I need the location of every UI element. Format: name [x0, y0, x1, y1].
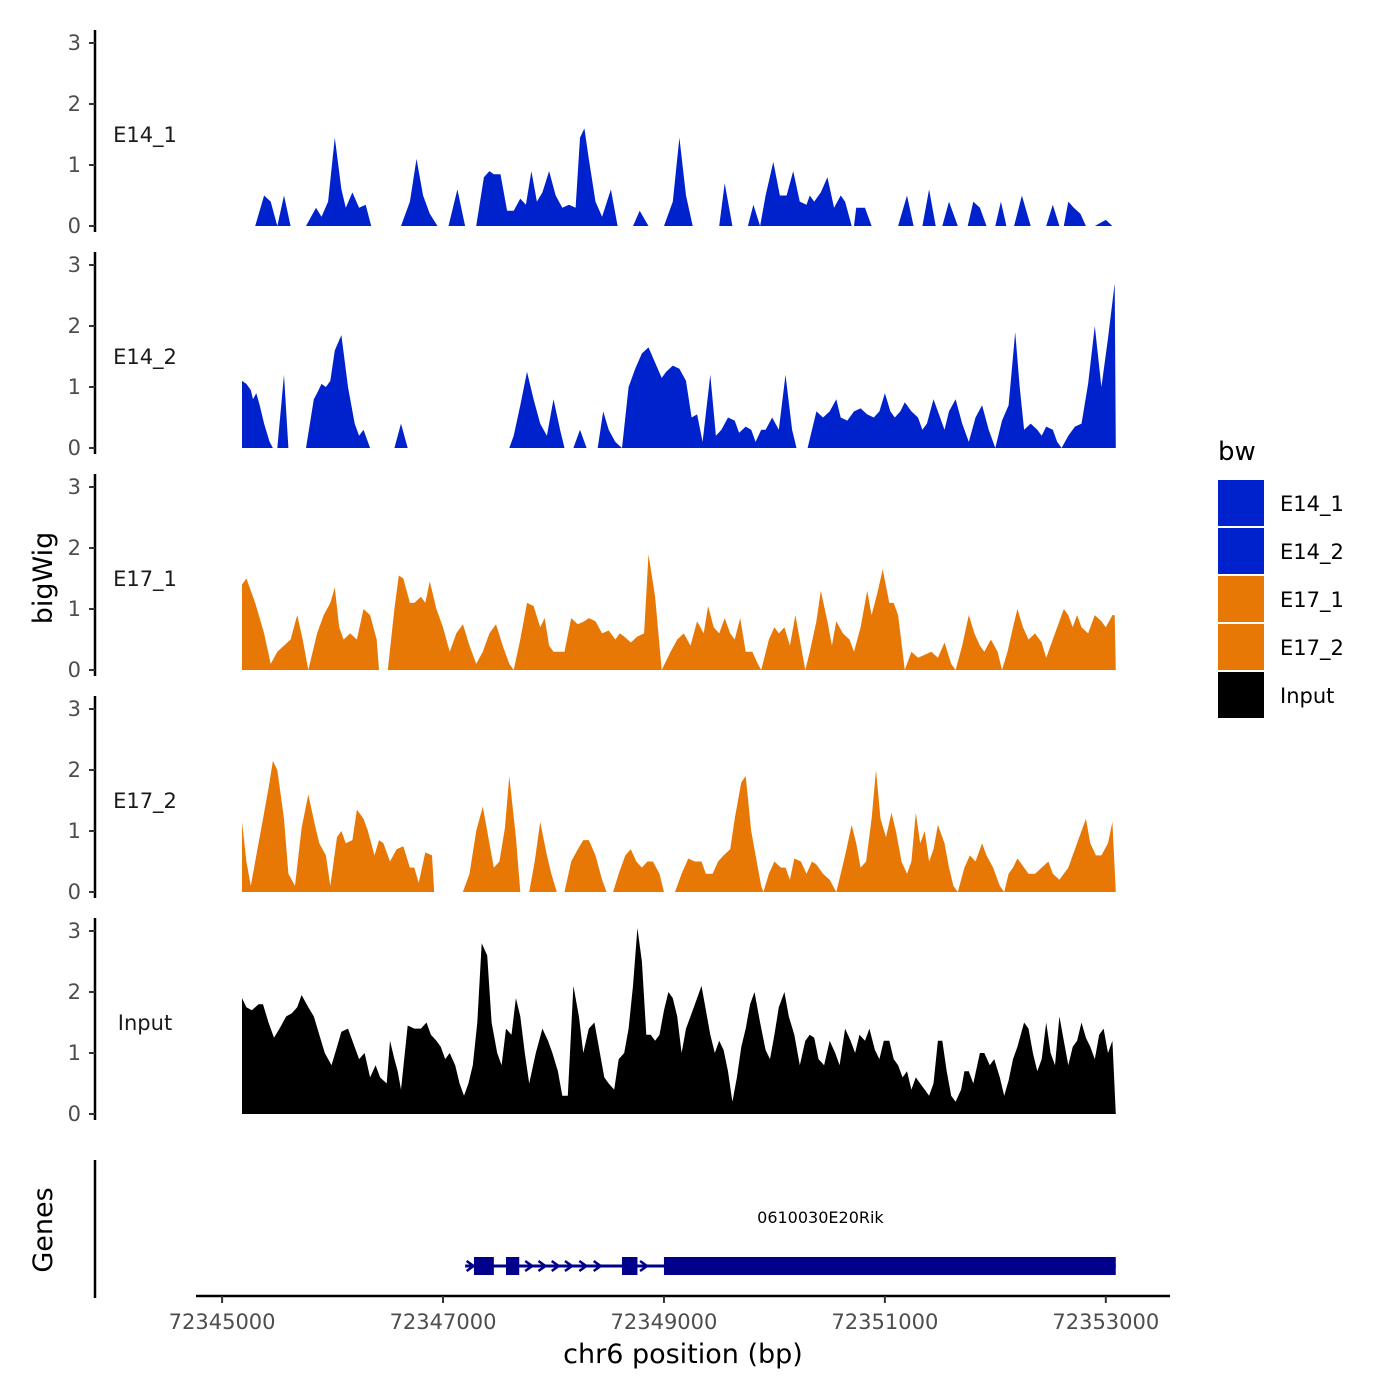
strand-arrow-icon — [465, 1259, 476, 1273]
signal-area-E17_2 — [242, 760, 1116, 892]
track-label-E14_1: E14_1 — [113, 123, 177, 148]
track-label-E17_1: E17_1 — [113, 567, 177, 592]
y-tick-label: 0 — [68, 214, 81, 238]
y-tick-label: 1 — [68, 1041, 81, 1065]
strand-arrow-icon — [564, 1259, 575, 1273]
legend-swatch-E14_2 — [1218, 528, 1264, 574]
strand-arrow-icon — [524, 1259, 535, 1273]
y-tick-label: 2 — [68, 314, 81, 338]
track-E17_2: 0 1 2 3 E17_2 — [68, 696, 1116, 904]
x-tick-label: 72349000 — [611, 1310, 718, 1334]
legend-swatch-Input — [1218, 672, 1264, 718]
signal-area-E14_1 — [255, 128, 1113, 226]
track-E14_1: 0 1 2 3 E14_1 — [68, 30, 1113, 238]
y-tick-label: 3 — [68, 31, 81, 55]
x-tick-label: 72347000 — [390, 1310, 497, 1334]
gene-0610030E20Rik: 0610030E20Rik — [465, 1208, 1116, 1275]
legend-swatch-E14_1 — [1218, 480, 1264, 526]
track-label-E17_2: E17_2 — [113, 789, 177, 814]
strand-arrow-icon — [592, 1259, 603, 1273]
tracks-layer: 0 1 2 3 E14_1 0 1 2 3 E14_2 0 1 2 3 E17_1 0 1 2 3 E17_2 0 1 2 3… — [68, 30, 1116, 1126]
legend-swatch-E17_1 — [1218, 576, 1264, 622]
legend-title: bw — [1218, 437, 1256, 467]
x-axis: 72345000 72347000 72349000 72351000 72353000 — [169, 1294, 1170, 1334]
y-tick-label: 1 — [68, 819, 81, 843]
x-tick-label: 72345000 — [169, 1310, 276, 1334]
legend-label-E14_2: E14_2 — [1280, 540, 1344, 565]
legend-label-E17_1: E17_1 — [1280, 588, 1344, 613]
y-tick-label: 3 — [68, 253, 81, 277]
y-tick-label: 3 — [68, 919, 81, 943]
gene-label: 0610030E20Rik — [757, 1208, 884, 1227]
signal-area-E14_2 — [242, 283, 1116, 448]
gene-exon — [621, 1257, 638, 1275]
track-Input: 0 1 2 3 Input — [68, 918, 1116, 1126]
genes-layer: 0610030E20Rik — [93, 1160, 1116, 1298]
strand-arrow-icon — [639, 1259, 650, 1273]
y-tick-label: 0 — [68, 658, 81, 682]
signal-area-Input — [242, 928, 1116, 1114]
track-E14_2: 0 1 2 3 E14_2 — [68, 252, 1116, 460]
gene-exon — [473, 1257, 494, 1275]
genes-panel-title: Genes — [28, 1187, 59, 1272]
strand-arrow-icon — [578, 1259, 589, 1273]
y-tick-label: 2 — [68, 758, 81, 782]
track-E17_1: 0 1 2 3 E17_1 — [68, 474, 1116, 682]
y-tick-label: 0 — [68, 880, 81, 904]
gene-exon — [663, 1257, 1116, 1275]
y-tick-label: 2 — [68, 980, 81, 1004]
track-label-E14_2: E14_2 — [113, 345, 177, 370]
y-tick-label: 1 — [68, 597, 81, 621]
y-tick-label: 0 — [68, 436, 81, 460]
x-axis-title: chr6 position (bp) — [563, 1339, 803, 1370]
signal-area-E17_1 — [242, 554, 1116, 670]
legend-label-E14_1: E14_1 — [1280, 492, 1344, 517]
legend-swatch-E17_2 — [1218, 624, 1264, 670]
track-label-Input: Input — [118, 1011, 172, 1035]
y-axis-title: bigWig — [28, 532, 59, 625]
x-tick-label: 72353000 — [1052, 1310, 1159, 1334]
legend-label-E17_2: E17_2 — [1280, 636, 1344, 661]
gene-exon — [505, 1257, 520, 1275]
y-tick-label: 1 — [68, 153, 81, 177]
strand-arrow-icon — [550, 1259, 561, 1273]
y-tick-label: 3 — [68, 475, 81, 499]
strand-arrow-icon — [537, 1259, 548, 1273]
y-tick-label: 3 — [68, 697, 81, 721]
y-tick-label: 2 — [68, 92, 81, 116]
y-tick-label: 1 — [68, 375, 81, 399]
y-tick-label: 2 — [68, 536, 81, 560]
y-tick-label: 0 — [68, 1102, 81, 1126]
legend: bw E14_1 E14_2 E17_1 E17_2 Input — [1218, 437, 1344, 718]
legend-label-Input: Input — [1280, 684, 1334, 708]
x-tick-label: 72351000 — [831, 1310, 938, 1334]
